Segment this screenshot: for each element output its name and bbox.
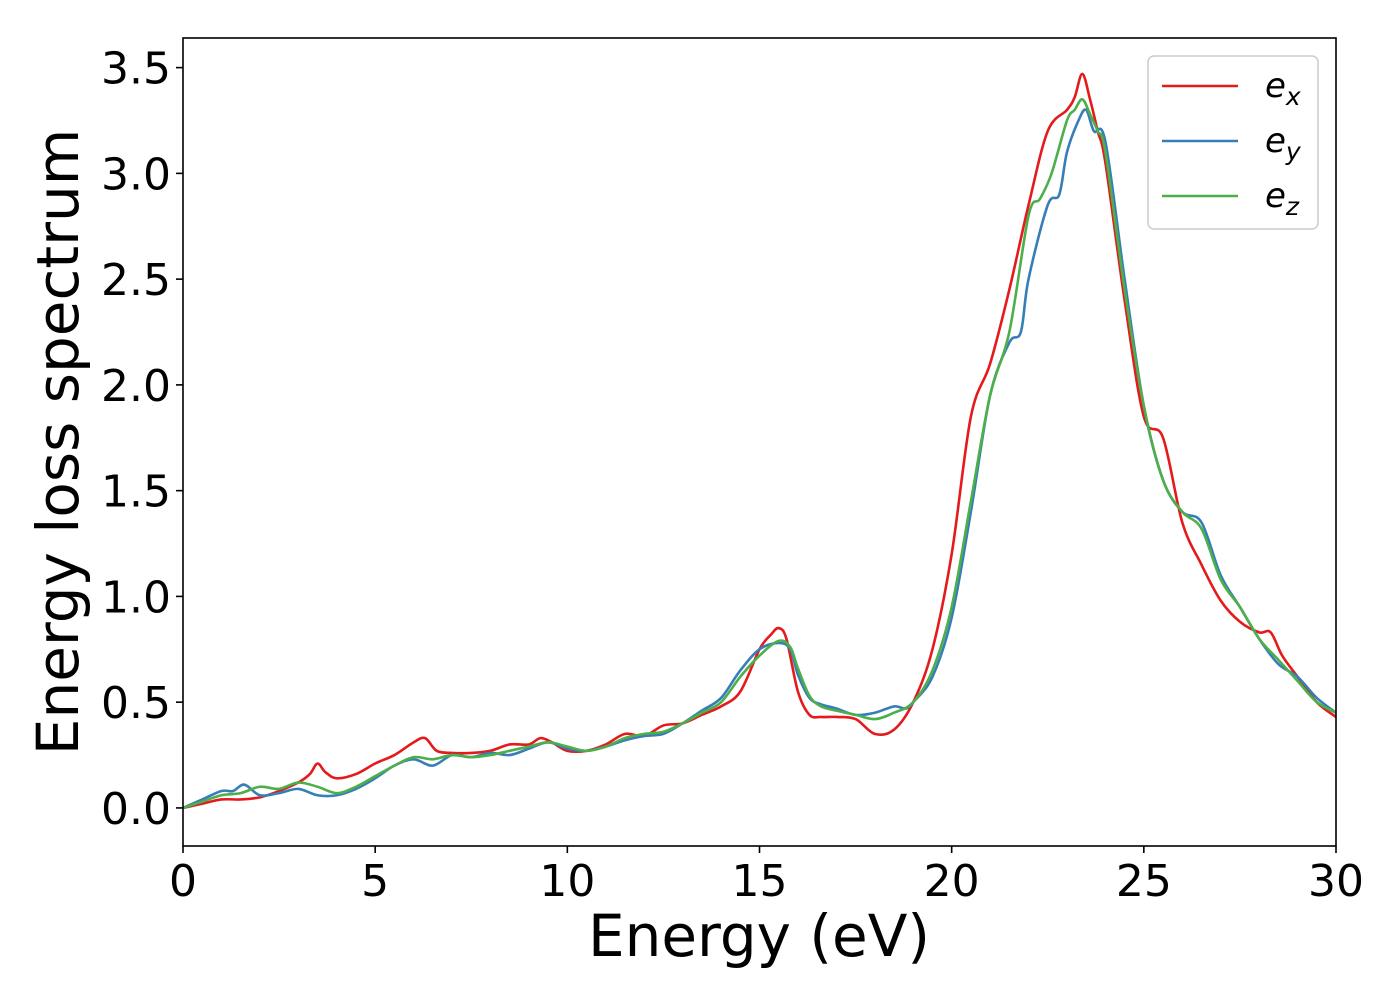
legend-label-x: ex [1265,66,1301,111]
legend: ex ey ez [1147,55,1319,230]
y-tick-label: 1.5 [101,467,171,518]
y-tick-label: 3.5 [101,44,171,95]
x-tick-label: 10 [539,856,595,907]
series-line-x [183,72,1336,810]
legend-label-z: ez [1265,176,1300,221]
y-axis-ticks: 0.0 0.5 1.0 1.5 2.0 2.5 3.0 3.5 [101,44,183,835]
y-tick-label: 0.5 [101,678,171,729]
x-tick-label: 5 [361,856,389,907]
series-layer [183,72,1336,810]
y-tick-label: 1.0 [101,572,171,623]
x-tick-label: 30 [1308,856,1364,907]
y-tick-label: 2.5 [101,255,171,306]
y-tick-label: 3.0 [101,149,171,200]
x-tick-label: 25 [1116,856,1172,907]
x-tick-label: 20 [924,856,980,907]
y-tick-label: 0.0 [101,784,171,835]
x-axis-title: Energy (eV) [588,902,930,970]
x-tick-label: 15 [732,856,788,907]
legend-label-y: ey [1265,121,1302,166]
x-axis-ticks: 0 5 10 15 20 25 30 [169,846,1364,907]
series-line-z [183,98,1336,810]
x-tick-label: 0 [169,856,197,907]
legend-box [1147,55,1319,230]
y-tick-label: 2.0 [101,361,171,412]
y-axis-title: Energy loss spectrum [24,129,92,755]
legend-items: ex ey ez [1162,66,1302,221]
